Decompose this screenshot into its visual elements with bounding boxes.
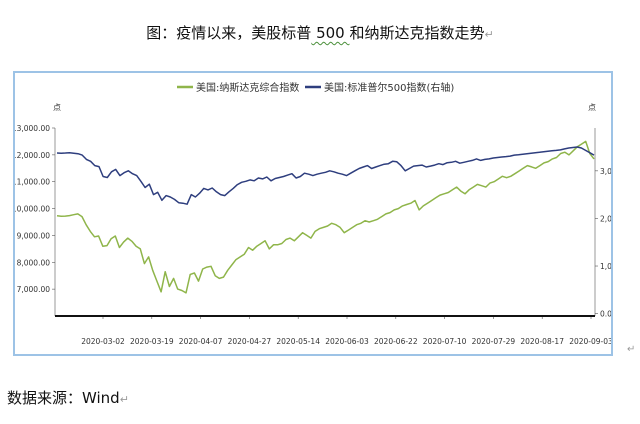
x-tick-label: 2020-04-07 xyxy=(179,337,223,346)
document-title: 图：疫情以来，美股标普 500 和纳斯达克指数走势↵ xyxy=(0,22,640,43)
paragraph-mark-icon: ↵ xyxy=(484,28,494,41)
title-part-2: 和纳斯达克指数走势 xyxy=(349,24,485,42)
x-tick-label: 2020-03-02 xyxy=(81,337,125,346)
y-left-tick-label: 7,000.00 xyxy=(17,285,51,294)
x-tick-label: 2020-06-22 xyxy=(374,337,418,346)
y-right-tick-label: 2,000.00 xyxy=(600,214,611,223)
y-right-tick-label: 0.00 xyxy=(600,310,611,319)
paragraph-mark-icon: ↵ xyxy=(119,393,129,406)
x-tick-label: 2020-09-03 xyxy=(569,337,611,346)
x-tick-label: 2020-07-10 xyxy=(423,337,467,346)
data-source-text: 数据来源：Wind xyxy=(7,389,120,407)
y-left-tick-label: 8,000.00 xyxy=(17,258,51,267)
y-left-tick-label: 11,000.00 xyxy=(15,178,50,187)
paragraph-mark-icon: ↵ xyxy=(627,344,636,355)
unit-label-left: 点 xyxy=(53,103,61,112)
chart-legend: 美国:纳斯达克综合指数 美国:标准普尔500指数(右轴) xyxy=(177,81,454,94)
x-axis-ticks: 2020-03-02 2020-03-19 2020-04-07 2020-04-27… xyxy=(81,316,611,346)
legend-label-sp500: 美国:标准普尔500指数(右轴) xyxy=(324,81,454,94)
y-left-tick-label: 12,000.00 xyxy=(15,151,50,160)
title-part-1: 图：疫情以来，美股标普 xyxy=(146,24,312,42)
y-left-tick-label: 10,000.00 xyxy=(15,205,50,214)
data-source-note: 数据来源：Wind↵ xyxy=(7,387,129,408)
x-tick-label: 2020-03-19 xyxy=(130,337,174,346)
title-part-squiggle: 500 xyxy=(311,24,350,42)
y-left-tick-label: 9,000.00 xyxy=(17,231,51,240)
chart-svg: 美国:纳斯达克综合指数 美国:标准普尔500指数(右轴) 点 点 13,000.… xyxy=(15,81,611,346)
x-tick-label: 2020-05-14 xyxy=(276,337,320,346)
y-right-tick-label: 3,000.00 xyxy=(600,167,611,176)
y-right-axis-ticks: 3,000.00 2,000.00 1,000.00 0.00 xyxy=(595,167,611,319)
x-tick-label: 2020-06-03 xyxy=(325,337,369,346)
chart-frame: 美国:纳斯达克综合指数 美国:标准普尔500指数(右轴) 点 点 13,000.… xyxy=(13,71,613,356)
y-left-axis-ticks: 13,000.00 12,000.00 11,000.00 10,000.00 9,00… xyxy=(15,124,55,294)
unit-label-right: 点 xyxy=(588,103,596,112)
sp500-series-line xyxy=(56,146,595,205)
x-tick-label: 2020-04-27 xyxy=(228,337,272,346)
x-tick-label: 2020-07-29 xyxy=(472,337,516,346)
y-right-tick-label: 1,000.00 xyxy=(600,262,611,271)
x-tick-label: 2020-08-17 xyxy=(520,337,564,346)
legend-label-nasdaq: 美国:纳斯达克综合指数 xyxy=(196,81,299,94)
y-left-tick-label: 13,000.00 xyxy=(15,124,50,133)
nasdaq-series-line xyxy=(56,140,595,294)
